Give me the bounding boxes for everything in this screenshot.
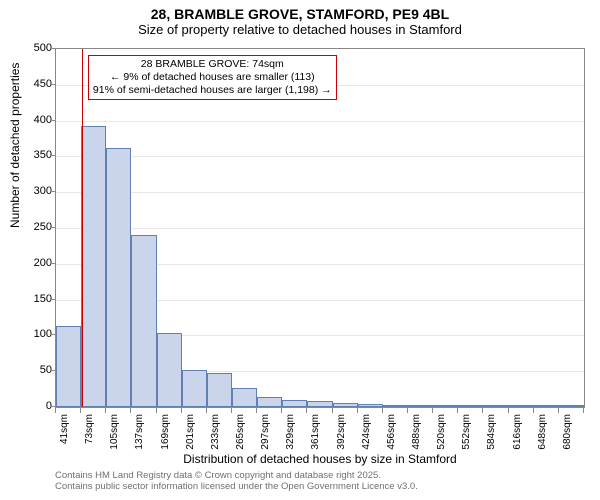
histogram-bar: [207, 373, 232, 407]
marker-line: [82, 49, 83, 407]
x-axis-label: Distribution of detached houses by size …: [55, 452, 585, 466]
x-tick-label: 392sqm: [336, 414, 347, 454]
x-tick-label: 73sqm: [84, 414, 95, 454]
x-tick-label: 169sqm: [160, 414, 171, 454]
x-tick-label: 616sqm: [512, 414, 523, 454]
x-tick-label: 233sqm: [210, 414, 221, 454]
x-tick-label: 41sqm: [59, 414, 70, 454]
x-tick-label: 201sqm: [185, 414, 196, 454]
x-tick-label: 552sqm: [461, 414, 472, 454]
x-tick-label: 361sqm: [310, 414, 321, 454]
histogram-bar: [333, 403, 358, 407]
annotation-line-1: 28 BRAMBLE GROVE: 74sqm: [93, 58, 332, 71]
histogram-bar: [56, 326, 81, 407]
histogram-bar: [408, 405, 433, 407]
x-tick-label: 680sqm: [562, 414, 573, 454]
x-tick-label: 105sqm: [109, 414, 120, 454]
footer-line-1: Contains HM Land Registry data © Crown c…: [55, 470, 418, 481]
footer-attribution: Contains HM Land Registry data © Crown c…: [55, 470, 418, 493]
histogram-bar: [282, 400, 307, 407]
x-tick-label: 424sqm: [361, 414, 372, 454]
histogram-bar: [383, 405, 408, 407]
histogram-bar: [157, 333, 182, 407]
x-tick-label: 520sqm: [436, 414, 447, 454]
histogram-bar: [358, 404, 383, 407]
x-tick-label: 265sqm: [235, 414, 246, 454]
chart-subtitle: Size of property relative to detached ho…: [0, 22, 600, 41]
x-tick-label: 648sqm: [537, 414, 548, 454]
histogram-bar: [433, 405, 458, 407]
histogram-bar: [534, 405, 559, 407]
histogram-bar: [131, 235, 156, 407]
histogram-bar: [81, 126, 106, 407]
histogram-bar: [559, 405, 584, 407]
histogram-bar: [509, 405, 534, 407]
footer-line-2: Contains public sector information licen…: [55, 481, 418, 492]
x-tick-label: 584sqm: [486, 414, 497, 454]
x-tick-label: 488sqm: [411, 414, 422, 454]
x-tick-label: 137sqm: [134, 414, 145, 454]
annotation-line-2: ← 9% of detached houses are smaller (113…: [93, 71, 332, 84]
histogram-bar: [458, 405, 483, 407]
x-tick-label: 297sqm: [260, 414, 271, 454]
annotation-line-3: 91% of semi-detached houses are larger (…: [93, 84, 332, 97]
x-tick-label: 329sqm: [285, 414, 296, 454]
histogram-bar: [232, 388, 257, 407]
annotation-box: 28 BRAMBLE GROVE: 74sqm ← 9% of detached…: [88, 55, 337, 100]
histogram-bar: [257, 397, 282, 407]
x-tick-label: 456sqm: [386, 414, 397, 454]
plot-area: 28 BRAMBLE GROVE: 74sqm ← 9% of detached…: [55, 48, 585, 408]
histogram-chart: 28, BRAMBLE GROVE, STAMFORD, PE9 4BL Siz…: [0, 0, 600, 500]
histogram-bar: [182, 370, 207, 407]
histogram-bar: [307, 401, 332, 407]
y-axis-label: Number of detached properties: [8, 63, 22, 228]
chart-title: 28, BRAMBLE GROVE, STAMFORD, PE9 4BL: [0, 0, 600, 22]
histogram-bar: [106, 148, 131, 407]
histogram-bar: [483, 405, 508, 407]
